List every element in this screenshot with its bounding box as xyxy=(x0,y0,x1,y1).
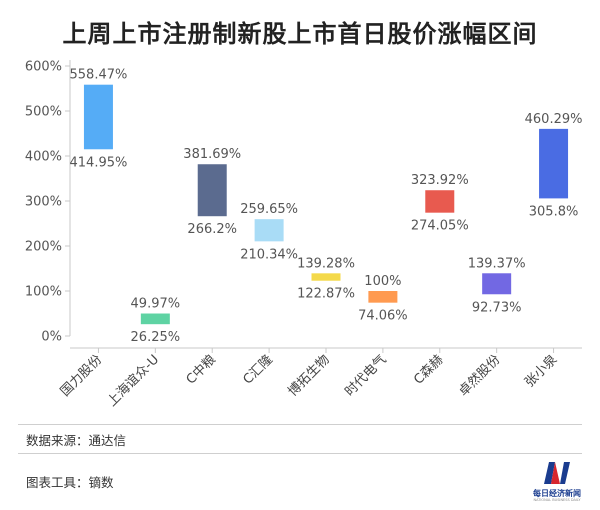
y-tick-label: 0% xyxy=(41,330,62,345)
publisher-logo-text: 每日经济新闻 xyxy=(533,488,581,498)
high-value-label: 558.47% xyxy=(70,68,128,83)
range-bar xyxy=(83,84,113,150)
footer-divider-middle xyxy=(18,453,582,454)
high-value-label: 100% xyxy=(364,274,401,289)
high-value-label: 381.69% xyxy=(183,147,241,162)
x-tick-label: C森赫 xyxy=(411,352,446,387)
y-tick-label: 600% xyxy=(25,60,62,75)
publisher-logo-subtext: NATIONAL BUSINESS DAILY xyxy=(533,498,581,502)
low-value-label: 305.8% xyxy=(529,204,579,219)
y-tick-label: 100% xyxy=(25,285,62,300)
publisher-logo: 每日经济新闻 NATIONAL BUSINESS DAILY xyxy=(524,458,590,504)
x-tick-label: 上海谊众-U xyxy=(105,352,162,409)
x-tick-label: 时代电气 xyxy=(342,352,390,400)
range-bar xyxy=(197,164,227,217)
range-bar xyxy=(368,291,398,303)
high-value-label: 139.28% xyxy=(297,256,355,271)
high-value-label: 323.92% xyxy=(411,173,469,188)
low-value-label: 122.87% xyxy=(297,287,355,302)
low-value-label: 74.06% xyxy=(358,309,408,324)
range-bar xyxy=(254,219,284,242)
y-tick-label: 400% xyxy=(25,150,62,165)
range-bar xyxy=(482,273,512,295)
x-tick-label: C汇隆 xyxy=(241,352,276,387)
x-tick-label: 张小泉 xyxy=(521,352,560,391)
x-tick-label: 博拓生物 xyxy=(285,352,332,399)
high-value-label: 139.37% xyxy=(468,256,526,271)
range-bar xyxy=(311,273,341,281)
x-tick-label: 国力股份 xyxy=(58,352,105,399)
high-value-label: 259.65% xyxy=(240,202,298,217)
x-tick-label: C中粮 xyxy=(184,352,219,387)
chart-tool-label: 图表工具：镝数 xyxy=(26,475,114,490)
footer-divider-top xyxy=(18,424,582,425)
low-value-label: 26.25% xyxy=(131,330,181,345)
range-bar xyxy=(425,190,455,213)
low-value-label: 414.95% xyxy=(70,155,128,170)
range-bar xyxy=(539,128,569,199)
low-value-label: 274.05% xyxy=(411,219,469,234)
y-tick-label: 200% xyxy=(25,240,62,255)
high-value-label: 49.97% xyxy=(131,297,181,312)
range-bar xyxy=(140,313,170,325)
high-value-label: 460.29% xyxy=(525,112,583,127)
y-tick-label: 300% xyxy=(25,195,62,210)
low-value-label: 266.2% xyxy=(187,222,237,237)
x-tick-label: 卓然股份 xyxy=(455,352,503,400)
publisher-logo-mark-icon xyxy=(544,462,570,484)
chart-title: 上周上市注册制新股上市首日股价涨幅区间 xyxy=(62,20,538,48)
data-source-label: 数据来源：通达信 xyxy=(26,433,127,448)
low-value-label: 210.34% xyxy=(240,247,298,262)
y-tick-label: 500% xyxy=(25,105,62,120)
low-value-label: 92.73% xyxy=(472,300,522,315)
